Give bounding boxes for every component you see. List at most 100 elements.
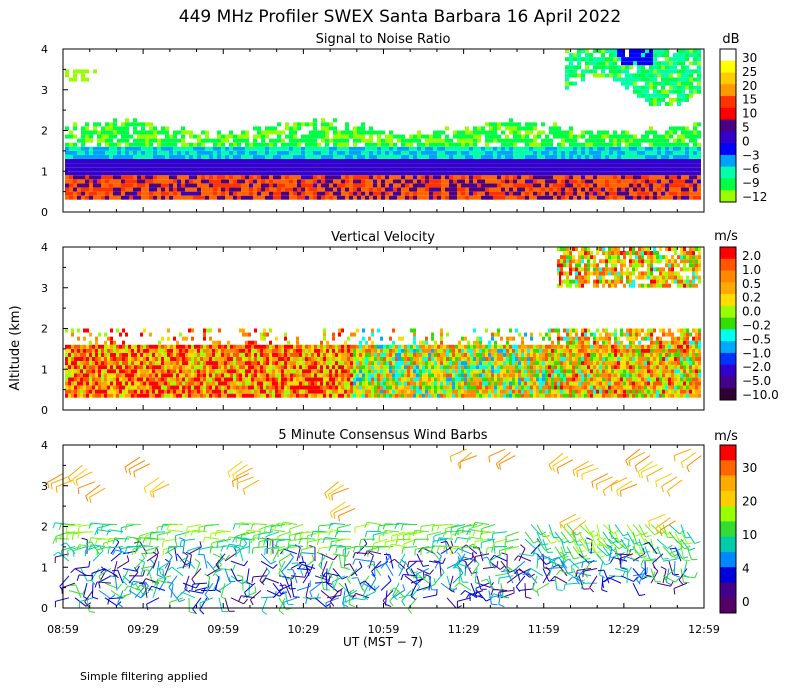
wind-barb-flag (179, 599, 186, 603)
wind-barb (230, 560, 245, 567)
wind-barb-flag (536, 590, 540, 597)
wind-barb-flag (191, 578, 196, 585)
wind-barb-flag (136, 537, 140, 544)
time-tick-label: 10:29 (288, 623, 320, 636)
wind-barb (548, 562, 554, 576)
wind-barb-flag (597, 569, 604, 572)
wind-barb (475, 521, 490, 525)
wind-barb-flag (179, 540, 182, 547)
wind-barb-flag (301, 555, 304, 562)
colorbar-label: −0.5 (742, 332, 771, 346)
wind-barb-flag (595, 483, 598, 491)
wind-barb-flag (94, 539, 98, 546)
wind-barb (139, 531, 154, 537)
wind-barb (578, 524, 590, 535)
wind-barb (192, 582, 208, 585)
wind-barb (253, 575, 268, 578)
wind-barb-flag (591, 481, 594, 488)
wind-barb (67, 545, 82, 552)
wind-barb (493, 538, 508, 544)
wind-barb (619, 553, 634, 559)
wind-barb (673, 582, 688, 589)
wind-barb-flag (305, 598, 308, 605)
wind-barb-flag (467, 543, 474, 548)
wind-barb (266, 539, 269, 554)
wind-barb-flag (124, 536, 128, 543)
wind-barb-flag (562, 555, 569, 559)
wind-barb (397, 531, 412, 537)
wind-barb (662, 524, 668, 538)
wind-barb-flag (649, 558, 657, 561)
wind-barb (536, 553, 547, 565)
wind-barb (349, 563, 358, 577)
wind-barb (596, 553, 606, 566)
wind-barb-flag (220, 545, 224, 552)
colorbar-label: 15 (742, 93, 757, 107)
wind-barb (206, 568, 220, 577)
wind-barb (104, 582, 119, 590)
wind-barb (296, 547, 301, 562)
colorbar-label: 30 (742, 51, 757, 65)
wind-barb (174, 547, 178, 562)
wind-barb-flag (550, 575, 556, 581)
wind-barb (252, 523, 268, 525)
wind-barb-flag (422, 564, 430, 567)
wind-barb-flag (402, 584, 406, 591)
wind-barb (331, 544, 346, 547)
wind-barb-flag (490, 589, 494, 596)
wind-barb (632, 582, 640, 596)
wind-barb (91, 568, 106, 574)
wind-barb (572, 460, 589, 471)
wind-barb-flag (640, 566, 646, 572)
wind-barb (321, 560, 328, 575)
wind-barb (590, 538, 597, 553)
wind-barb (250, 590, 262, 601)
wind-barb (144, 583, 148, 598)
snr-title: Signal to Noise Ratio (316, 32, 451, 47)
wind-barb-flag (333, 512, 336, 520)
wind-barb-flag (232, 564, 236, 571)
wind-barb (566, 531, 577, 543)
wind-barb (450, 448, 468, 457)
wind-barb (224, 552, 237, 562)
wind-barb-flag (548, 464, 553, 471)
wind-barb-flag (282, 548, 284, 555)
wind-barb-flag (317, 525, 320, 532)
wind-barb-flag (331, 494, 333, 501)
wind-barb-flag (142, 570, 146, 577)
wind-barb (530, 524, 541, 536)
wind-barb (656, 546, 664, 560)
wind-barb-flag (472, 530, 476, 537)
wind-barb-flag (111, 569, 118, 572)
wind-barb-flag (126, 555, 130, 562)
wind-barb (356, 543, 368, 555)
wind-barb (182, 539, 186, 554)
wind-barb (199, 597, 214, 604)
colorbar-label: −10.0 (742, 388, 779, 402)
wind-barb (218, 597, 223, 612)
colorbar-label: −12 (742, 190, 767, 204)
wind-barb (431, 550, 442, 562)
wind-barb (140, 552, 155, 555)
wind-barb-flag (139, 558, 145, 563)
wind-barb-flag (243, 598, 248, 605)
wind-barb (572, 531, 578, 546)
wind-barb (494, 554, 508, 562)
colorbar-swatch (720, 247, 736, 260)
wind-barb (205, 536, 220, 540)
colorbar-swatch (720, 329, 736, 342)
wind-barb (475, 553, 490, 558)
wind-barb (301, 563, 316, 569)
wind-barb-flag (389, 600, 394, 607)
wind-barb (278, 584, 292, 591)
wind-barb-flag (395, 539, 398, 546)
wind-barb-flag (501, 552, 508, 555)
wind-barb-flag (572, 470, 576, 477)
wind-barb (265, 531, 280, 538)
wind-barb-flag (243, 581, 250, 585)
wind-barb-flag (466, 536, 470, 543)
wind-barb (117, 569, 124, 584)
wind-barb (320, 590, 333, 600)
wind-barb (290, 583, 295, 597)
wind-barb-flag (107, 547, 110, 554)
